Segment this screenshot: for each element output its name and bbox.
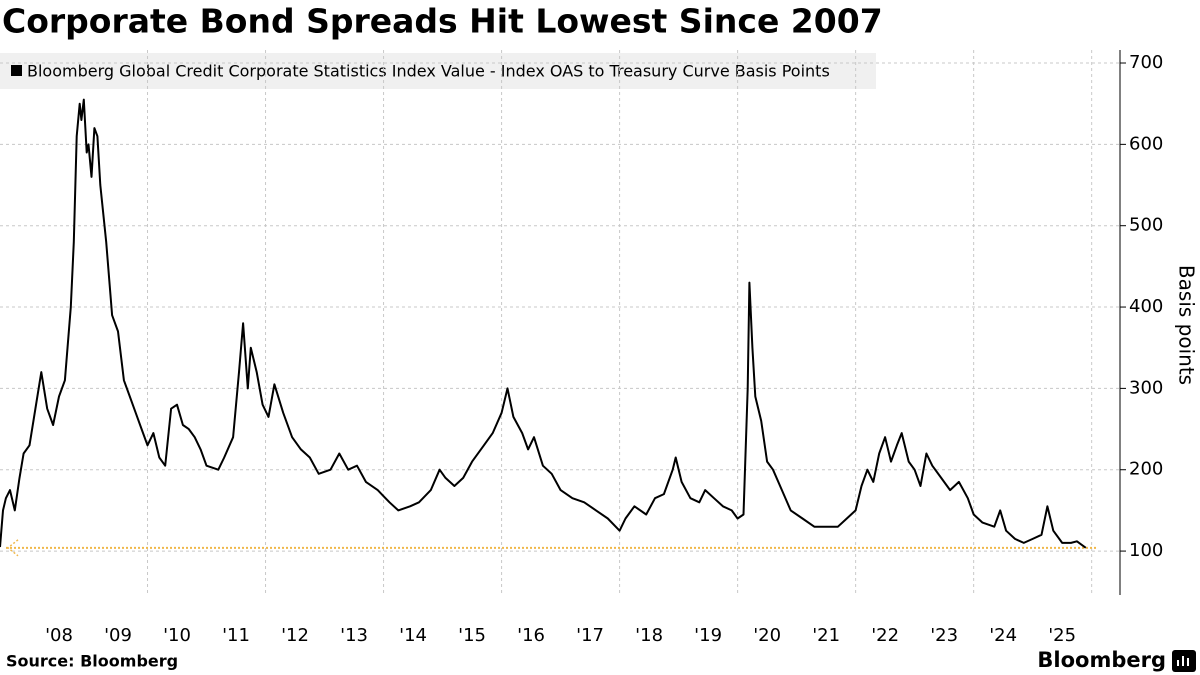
legend-swatch bbox=[11, 65, 22, 76]
legend-label: Bloomberg Global Credit Corporate Statis… bbox=[27, 62, 830, 81]
series-line bbox=[0, 98, 1087, 549]
y-tick-label: 700 bbox=[1129, 52, 1163, 73]
x-tick-label: '23 bbox=[930, 625, 958, 646]
chart-title: Corporate Bond Spreads Hit Lowest Since … bbox=[2, 2, 883, 41]
y-tick-label: 300 bbox=[1129, 377, 1163, 398]
y-tick-label: 200 bbox=[1129, 459, 1163, 480]
x-tick-label: '08 bbox=[45, 625, 73, 646]
x-tick-label: '14 bbox=[399, 625, 427, 646]
x-tick-label: '22 bbox=[871, 625, 899, 646]
x-tick-label: '11 bbox=[222, 625, 250, 646]
x-tick-label: '09 bbox=[104, 625, 132, 646]
x-tick-label: '18 bbox=[635, 625, 663, 646]
source: Source: Bloomberg bbox=[6, 652, 178, 671]
y-axis-label: Basis points bbox=[1175, 265, 1199, 385]
x-tick-label: '21 bbox=[812, 625, 840, 646]
x-tick-label: '16 bbox=[517, 625, 545, 646]
x-tick-label: '17 bbox=[576, 625, 604, 646]
reference-arrow bbox=[6, 539, 19, 557]
y-tick-label: 600 bbox=[1129, 133, 1163, 154]
x-tick-label: '19 bbox=[694, 625, 722, 646]
x-tick-label: '12 bbox=[281, 625, 309, 646]
x-tick-label: '13 bbox=[340, 625, 368, 646]
x-tick-label: '15 bbox=[458, 625, 486, 646]
y-tick-label: 500 bbox=[1129, 215, 1163, 236]
brand-icon-bars bbox=[1177, 656, 1189, 666]
x-tick-label: '10 bbox=[163, 625, 191, 646]
x-tick-label: '25 bbox=[1048, 625, 1076, 646]
legend-box bbox=[0, 53, 876, 89]
brand: Bloomberg bbox=[1037, 648, 1166, 672]
y-tick-label: 400 bbox=[1129, 296, 1163, 317]
x-tick-label: '20 bbox=[753, 625, 781, 646]
x-tick-label: '24 bbox=[989, 625, 1017, 646]
y-tick-label: 100 bbox=[1129, 540, 1163, 561]
